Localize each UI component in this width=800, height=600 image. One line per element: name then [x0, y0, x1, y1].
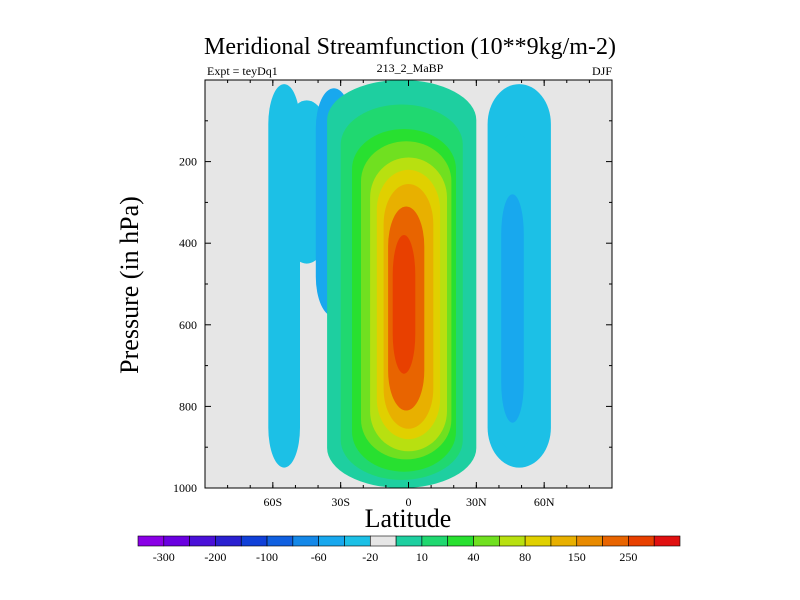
colorbar-box: [602, 535, 629, 547]
colorbar-label: -60: [311, 550, 327, 564]
colorbar-box: [447, 535, 474, 547]
colorbar-box: [524, 535, 552, 547]
colorbar-box: [473, 535, 500, 547]
colorbar-box: [421, 535, 449, 547]
colorbar-box: [628, 535, 655, 547]
contour-hadley-cell-250: [392, 235, 416, 374]
colorbar-label: 80: [519, 550, 531, 564]
colorbar-box: [369, 535, 397, 547]
colorbar-box: [137, 535, 165, 547]
colorbar-box: [266, 535, 294, 547]
colorbar-label: 250: [619, 550, 637, 564]
colorbar-label: 150: [568, 550, 586, 564]
x-tick-label: 30S: [331, 495, 350, 509]
colorbar-box: [550, 535, 578, 547]
colorbar-box: [292, 535, 319, 547]
colorbar-box: [240, 535, 268, 547]
colorbar-label: -300: [153, 550, 175, 564]
y-axis-label: Pressure (in hPa): [115, 196, 144, 374]
colorbar-label: -100: [256, 550, 278, 564]
season-label: DJF: [592, 64, 612, 78]
colorbar-box: [499, 535, 526, 547]
run-label: 213_2_MaBP: [377, 61, 444, 75]
y-tick-label: 1000: [173, 481, 197, 495]
y-tick-label: 800: [179, 399, 197, 413]
y-tick-label: 400: [179, 236, 197, 250]
y-tick-label: 200: [179, 155, 197, 169]
colorbar-box: [344, 535, 371, 547]
x-tick-label: 60S: [263, 495, 282, 509]
colorbar-box: [318, 535, 345, 547]
experiment-label: Expt = teyDq1: [207, 64, 278, 78]
colorbar-label: 10: [416, 550, 428, 564]
y-tick-label: 600: [179, 318, 197, 332]
x-axis-label: Latitude: [365, 504, 452, 533]
colorbar-box: [576, 535, 603, 547]
colorbar-box: [189, 535, 216, 547]
x-tick-label: 30N: [466, 495, 487, 509]
chart-title: Meridional Streamfunction (10**9kg/m-2): [204, 34, 616, 60]
x-tick-label: 0: [406, 495, 412, 509]
colorbar-box: [653, 535, 681, 547]
colorbar-box: [215, 535, 242, 547]
colorbar-label: 40: [468, 550, 480, 564]
x-tick-label: 60N: [534, 495, 555, 509]
colorbar-box: [395, 535, 423, 547]
colorbar-box: [163, 535, 190, 547]
colorbar-label: -20: [362, 550, 378, 564]
contour-nh-negative-40: [501, 194, 524, 423]
colorbar-label: -200: [204, 550, 226, 564]
